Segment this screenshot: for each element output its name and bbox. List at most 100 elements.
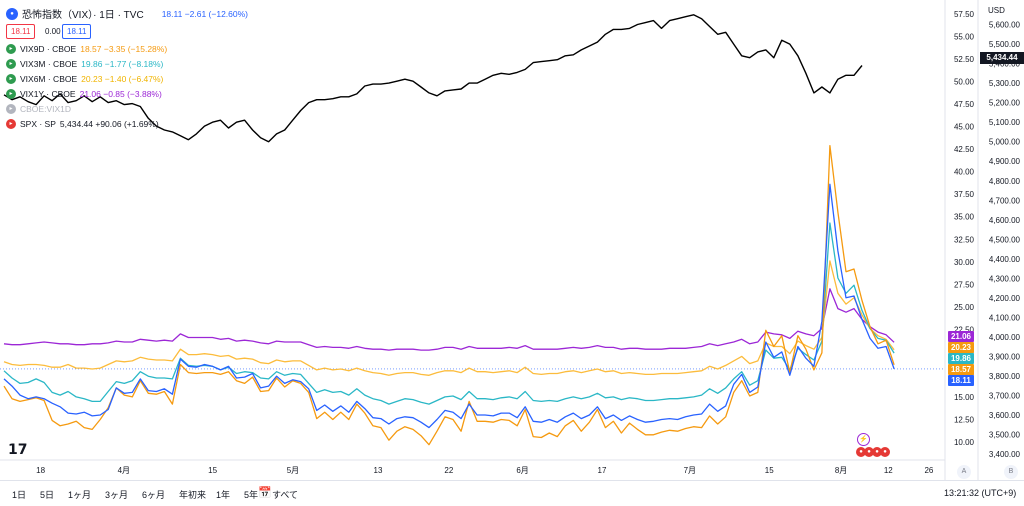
right-axis-tick: 4,600.00 [989,216,1021,225]
legend-row[interactable]: ▸ CBOE:VIX1D [6,104,75,114]
right-axis-tick: 4,700.00 [989,196,1021,205]
legend-label: VIX9D · CBOE [20,44,77,54]
x-axis-tick: 6月 [516,466,528,475]
right-axis-tick: 3,800.00 [989,372,1021,381]
right-axis-tick: 4,000.00 [989,333,1021,342]
left-axis-tick: 15.00 [954,393,975,402]
right-axis-tick: 4,300.00 [989,274,1021,283]
event-flag-icon[interactable]: ● [872,447,882,457]
timeframe-button[interactable]: 1日 [12,490,27,500]
lightning-event-icon[interactable]: ⚡ [857,433,870,446]
us-flag-icon: ● [6,7,18,20]
legend-value: 19.86 −1.77 (−8.18%) [81,59,164,69]
series-icon[interactable]: ▸ [6,104,16,114]
series-icon[interactable]: ▸ [6,89,16,99]
legend-value: 21.06 −0.85 (−3.88%) [79,89,162,99]
event-flag-icon[interactable]: ● [880,447,890,457]
left-axis-tick: 42.50 [954,145,975,154]
right-axis-tick: 4,100.00 [989,313,1021,322]
chart-canvas[interactable]: 10.0012.5015.0017.5020.0022.5025.0027.50… [0,0,1024,480]
left-axis-tick: 30.00 [954,258,975,267]
legend-row[interactable]: ▸ VIX9D · CBOE 18.57 −3.35 (−15.28%) [6,44,167,54]
legend-row[interactable]: ▸ SPX · SP 5,434.44 +90.06 (+1.69%) [6,119,159,129]
symbol-title[interactable]: 恐怖指数（VIX）· 1日 · TVC [22,10,144,21]
left-axis-tick: 32.50 [954,235,975,244]
series-icon[interactable]: ▸ [6,119,16,129]
left-axis-tick: 27.50 [954,280,975,289]
right-axis-tick: 5,400.00 [989,60,1021,69]
legend-label: VIX3M · CBOE [20,59,78,69]
left-axis-tick: 45.00 [954,123,975,132]
legend-row[interactable]: ▸ VIX3M · CBOE 19.86 −1.77 (−8.18%) [6,59,163,69]
price-tag: 19.86 [948,353,974,364]
right-axis-tick: 3,600.00 [989,411,1021,420]
legend-row[interactable]: ▸ VIX6M · CBOE 20.23 −1.40 (−6.47%) [6,74,163,84]
right-axis-tick: 3,900.00 [989,353,1021,362]
currency-label[interactable]: USD [988,6,1005,15]
series-icon[interactable]: ▸ [6,44,16,54]
event-flag-icon[interactable]: ● [856,447,866,457]
right-axis-tick: 5,600.00 [989,21,1021,30]
price-tag: 21.06 [948,331,974,342]
x-axis-tick: 12 [884,466,893,475]
right-axis-tick: 4,800.00 [989,177,1021,186]
timeframe-button[interactable]: 年初来 [179,490,207,500]
left-axis-tick: 37.50 [954,190,975,199]
x-axis-tick: 5月 [287,466,299,475]
right-axis-tick: 4,500.00 [989,235,1021,244]
left-axis-tick: 40.00 [954,168,975,177]
sell-price-pill[interactable]: 18.11 [6,24,36,39]
legend-label: CBOE:VIX1D [20,104,72,114]
timeframe-button[interactable]: すべて [272,490,299,500]
auto-scale-left-button[interactable]: A [957,465,971,479]
price-tag: 18.57 [948,364,974,375]
timeframe-button[interactable]: 5日 [40,490,55,500]
right-axis-tick: 5,500.00 [989,40,1021,49]
price-tag: 20.23 [948,342,974,353]
x-axis-tick: 8月 [835,466,847,475]
right-axis-tick: 3,700.00 [989,392,1021,401]
symbol-header: ● 恐怖指数（VIX）· 1日 · TVC 18.11 −2.61 (−12.6… [6,6,248,21]
spx-price-tag: 5,434.44 [980,52,1024,64]
legend-value: 20.23 −1.40 (−6.47%) [81,74,164,84]
timeframe-button[interactable]: 3ヶ月 [105,490,129,500]
series-icon[interactable]: ▸ [6,59,16,69]
x-axis-tick: 15 [208,466,217,475]
right-axis-tick: 5,300.00 [989,79,1021,88]
right-axis-tick: 4,200.00 [989,294,1021,303]
series-line-vix1y [3,288,895,351]
timeframe-button[interactable]: 1年 [216,490,231,500]
x-axis-tick: 7月 [684,466,696,475]
event-flag-icon[interactable]: ● [864,447,874,457]
legend-label: VIX1Y · CBOE [20,89,76,99]
x-axis-tick: 13 [374,466,383,475]
left-axis-tick: 55.00 [954,33,975,42]
date-range-icon[interactable]: 📅 [258,487,272,499]
legend-value: 18.57 −3.35 (−15.28%) [80,44,168,54]
timeframe-button[interactable]: 1ヶ月 [68,490,92,500]
series-line-vix [3,183,895,429]
left-axis-tick: 25.00 [954,303,975,312]
left-axis-tick: 22.50 [954,325,975,334]
timeframe-button[interactable]: 5年 [244,490,259,500]
economic-events[interactable]: ● ● ● ● [856,447,890,457]
x-axis-tick: 18 [36,466,45,475]
x-axis-tick: 17 [598,466,607,475]
clock[interactable]: 13:21:32 (UTC+9) [944,488,1017,498]
right-axis-tick: 3,500.00 [989,431,1021,440]
x-axis-tick: 4月 [118,466,130,475]
left-axis-tick: 50.00 [954,78,975,87]
auto-scale-right-button[interactable]: B [1004,465,1018,479]
right-axis-tick: 5,200.00 [989,99,1021,108]
right-axis-tick: 5,000.00 [989,138,1021,147]
series-icon[interactable]: ▸ [6,74,16,84]
legend-row[interactable]: ▸ VIX1Y · CBOE 21.06 −0.85 (−3.88%) [6,89,162,99]
left-axis-tick: 47.50 [954,100,975,109]
timeframe-button[interactable]: 6ヶ月 [142,490,166,500]
legend-value: 5,434.44 +90.06 (+1.69%) [59,119,159,129]
buy-price-pill[interactable]: 18.11 [62,24,92,39]
x-axis-tick: 26 [924,466,933,475]
series-line-spx [3,14,863,143]
series-line-vix3m [3,222,895,405]
series-line-vix9d [3,144,895,446]
